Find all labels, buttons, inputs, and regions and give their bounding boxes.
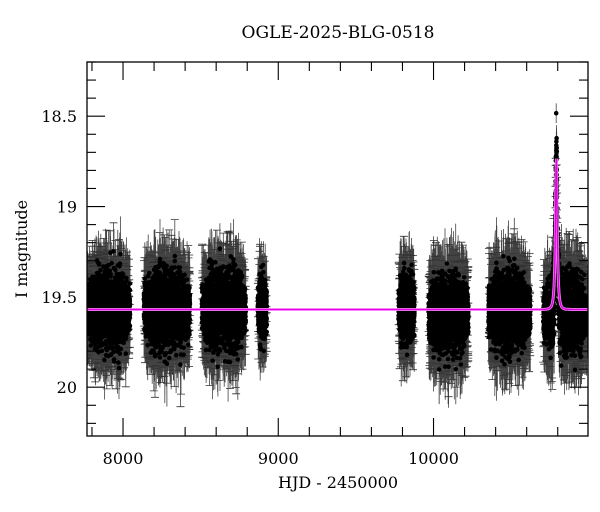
x-tick-label: 9000 [258,449,299,468]
y-axis-label: I magnitude [12,200,31,298]
y-tick-label: 19 [57,198,77,217]
x-axis-label: HJD - 2450000 [278,473,398,492]
data-points [83,103,591,407]
x-tick-label: 8000 [103,449,144,468]
y-tick-label: 18.5 [41,107,77,126]
y-tick-labels: 18.5 19 19.5 20 [41,107,77,397]
y-tick-label: 19.5 [41,288,77,307]
x-tick-label: 10000 [408,449,459,468]
chart-title: OGLE-2025-BLG-0518 [242,23,435,43]
y-tick-label: 20 [57,378,77,397]
x-tick-labels: 8000 9000 10000 [103,449,459,468]
